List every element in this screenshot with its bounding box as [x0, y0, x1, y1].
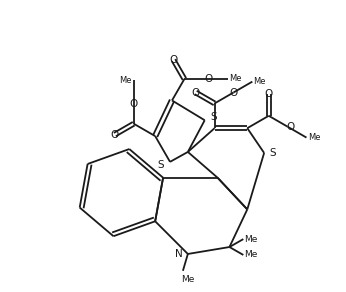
Text: S: S — [158, 160, 164, 170]
Text: S: S — [270, 148, 276, 158]
Text: Me: Me — [229, 74, 241, 84]
Text: O: O — [111, 130, 119, 140]
Text: Me: Me — [253, 77, 265, 86]
Text: O: O — [130, 99, 138, 109]
Text: O: O — [286, 122, 295, 132]
Text: Me: Me — [181, 275, 194, 284]
Text: Me: Me — [308, 133, 321, 142]
Text: O: O — [204, 74, 212, 84]
Text: O: O — [192, 88, 200, 98]
Text: Me: Me — [245, 251, 258, 260]
Text: Me: Me — [245, 234, 258, 244]
Text: S: S — [210, 112, 217, 122]
Text: O: O — [170, 55, 177, 65]
Text: N: N — [175, 249, 183, 259]
Text: O: O — [265, 89, 273, 99]
Text: O: O — [229, 88, 238, 98]
Text: Me: Me — [120, 76, 132, 85]
